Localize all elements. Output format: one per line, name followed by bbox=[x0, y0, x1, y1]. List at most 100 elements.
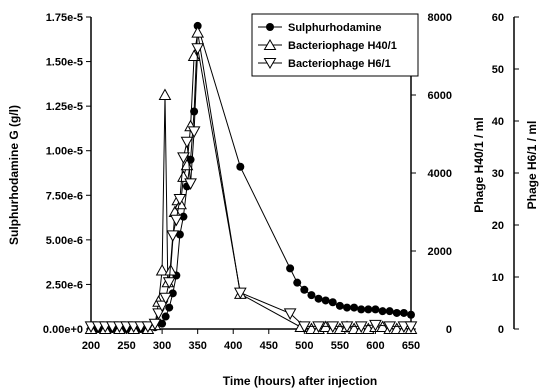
series-line bbox=[91, 48, 411, 327]
legend-item-h40: Bacteriophage H40/1 bbox=[258, 39, 397, 52]
data-point bbox=[293, 278, 302, 287]
data-point bbox=[392, 308, 401, 317]
data-point bbox=[357, 305, 366, 314]
x-tick-label: 400 bbox=[224, 340, 242, 352]
x-tick-label: 550 bbox=[331, 340, 349, 352]
triangle-down-icon bbox=[263, 58, 277, 69]
data-point bbox=[335, 301, 344, 310]
y-right1-tick-label: 6000 bbox=[428, 90, 452, 102]
x-tick-label: 350 bbox=[188, 340, 206, 352]
y-right2-tick-label: 50 bbox=[492, 64, 504, 76]
data-point bbox=[155, 300, 169, 313]
y-left-tick-label: 5.00e-6 bbox=[46, 235, 83, 247]
data-point bbox=[233, 287, 247, 300]
data-point bbox=[385, 307, 394, 316]
data-point bbox=[300, 285, 309, 294]
plot-frame: 200 250 300 350 400 450 500 550 600 6500.00e+02.5… bbox=[43, 12, 519, 352]
data-point bbox=[321, 296, 330, 305]
legend-item-h6: Bacteriophage H6/1 bbox=[258, 58, 391, 70]
y-right2-tick-label: 20 bbox=[492, 220, 504, 232]
data-point bbox=[364, 305, 373, 314]
y-left-tick-label: 7.50e-6 bbox=[46, 190, 83, 202]
data-point bbox=[399, 308, 408, 317]
y-right1-tick-label: 2000 bbox=[428, 246, 452, 258]
x-tick-label: 650 bbox=[402, 340, 420, 352]
y-right2-tick-label: 40 bbox=[492, 116, 504, 128]
data-point bbox=[297, 321, 311, 333]
data-point bbox=[152, 308, 165, 320]
data-point bbox=[350, 303, 359, 312]
data-point bbox=[190, 107, 199, 116]
y-right1-tick-label: 8000 bbox=[428, 12, 452, 24]
legend: Sulphurhodamine Bacteriophage H40/1 Bact… bbox=[251, 13, 419, 77]
data-point bbox=[191, 26, 205, 38]
data-point bbox=[187, 126, 201, 138]
legend-item-sulphurhodamine: Sulphurhodamine bbox=[258, 22, 382, 34]
y-left-tick-label: 1.00e-5 bbox=[46, 146, 83, 158]
y-left-tick-label: 1.75e-5 bbox=[46, 12, 83, 24]
y-axis-right1-label: Phage H40/1 / ml bbox=[472, 117, 486, 212]
data-point bbox=[164, 263, 177, 276]
x-tick-label: 500 bbox=[295, 340, 313, 352]
data-point bbox=[155, 263, 169, 276]
data-point bbox=[165, 303, 174, 312]
data-point bbox=[307, 291, 316, 300]
y-right2-tick-label: 30 bbox=[492, 168, 504, 180]
data-point bbox=[369, 319, 382, 332]
data-point bbox=[376, 320, 389, 333]
x-tick-label: 600 bbox=[366, 340, 384, 352]
legend-label-h6: Bacteriophage H6/1 bbox=[288, 58, 391, 70]
data-point bbox=[180, 136, 194, 149]
data-point bbox=[340, 321, 354, 333]
data-point bbox=[166, 230, 180, 242]
data-point bbox=[158, 88, 172, 100]
data-point bbox=[343, 303, 351, 312]
data-point bbox=[312, 321, 325, 333]
data-point bbox=[158, 319, 167, 328]
data-point bbox=[354, 321, 368, 333]
y-right1-tick-label: 4000 bbox=[428, 168, 452, 180]
data-point bbox=[404, 321, 418, 333]
legend-label-h40: Bacteriophage H40/1 bbox=[288, 40, 397, 52]
x-tick-label: 300 bbox=[153, 340, 171, 352]
data-point bbox=[193, 21, 202, 30]
y-axis-left-label: Sulphurhodamine G (g/l) bbox=[7, 105, 21, 245]
y-right1-tick-label: 0 bbox=[446, 324, 452, 336]
data-point bbox=[407, 310, 415, 319]
y-right2-tick-label: 60 bbox=[492, 12, 504, 24]
data-point bbox=[168, 289, 177, 298]
data-point bbox=[148, 318, 162, 331]
data-point bbox=[283, 308, 297, 320]
data-point bbox=[180, 158, 194, 171]
x-axis-label: Time (hours) after injection bbox=[223, 374, 377, 388]
series-bacteriophage-h6-1 bbox=[84, 43, 418, 333]
y-left-tick-label: 1.50e-5 bbox=[46, 57, 83, 69]
data-point bbox=[159, 292, 173, 305]
series-line bbox=[91, 32, 411, 330]
x-tick-label: 250 bbox=[117, 340, 135, 352]
data-point bbox=[173, 194, 187, 206]
data-point bbox=[191, 43, 205, 55]
data-point bbox=[236, 162, 245, 171]
series-layer bbox=[84, 21, 418, 334]
filled-circle-icon bbox=[266, 23, 274, 31]
data-point bbox=[286, 264, 295, 273]
data-point bbox=[161, 312, 170, 321]
triangle-up-icon bbox=[263, 39, 277, 50]
y-right2-tick-label: 10 bbox=[492, 272, 504, 284]
data-point bbox=[177, 152, 190, 164]
x-tick-label: 450 bbox=[260, 340, 278, 352]
legend-label-sulphurhodamine: Sulphurhodamine bbox=[288, 22, 382, 34]
data-point bbox=[184, 178, 197, 190]
data-point bbox=[378, 307, 387, 316]
data-point bbox=[141, 321, 155, 333]
y-left-tick-label: 2.50e-6 bbox=[46, 279, 83, 291]
x-tick-label: 200 bbox=[82, 340, 100, 352]
data-point bbox=[328, 298, 337, 307]
data-point bbox=[169, 214, 183, 227]
y-left-tick-label: 0.00e+0 bbox=[43, 324, 83, 336]
data-point bbox=[383, 321, 397, 333]
y-axis-right2-label: Phage H6/1 / ml bbox=[525, 121, 539, 210]
data-point bbox=[162, 277, 176, 289]
